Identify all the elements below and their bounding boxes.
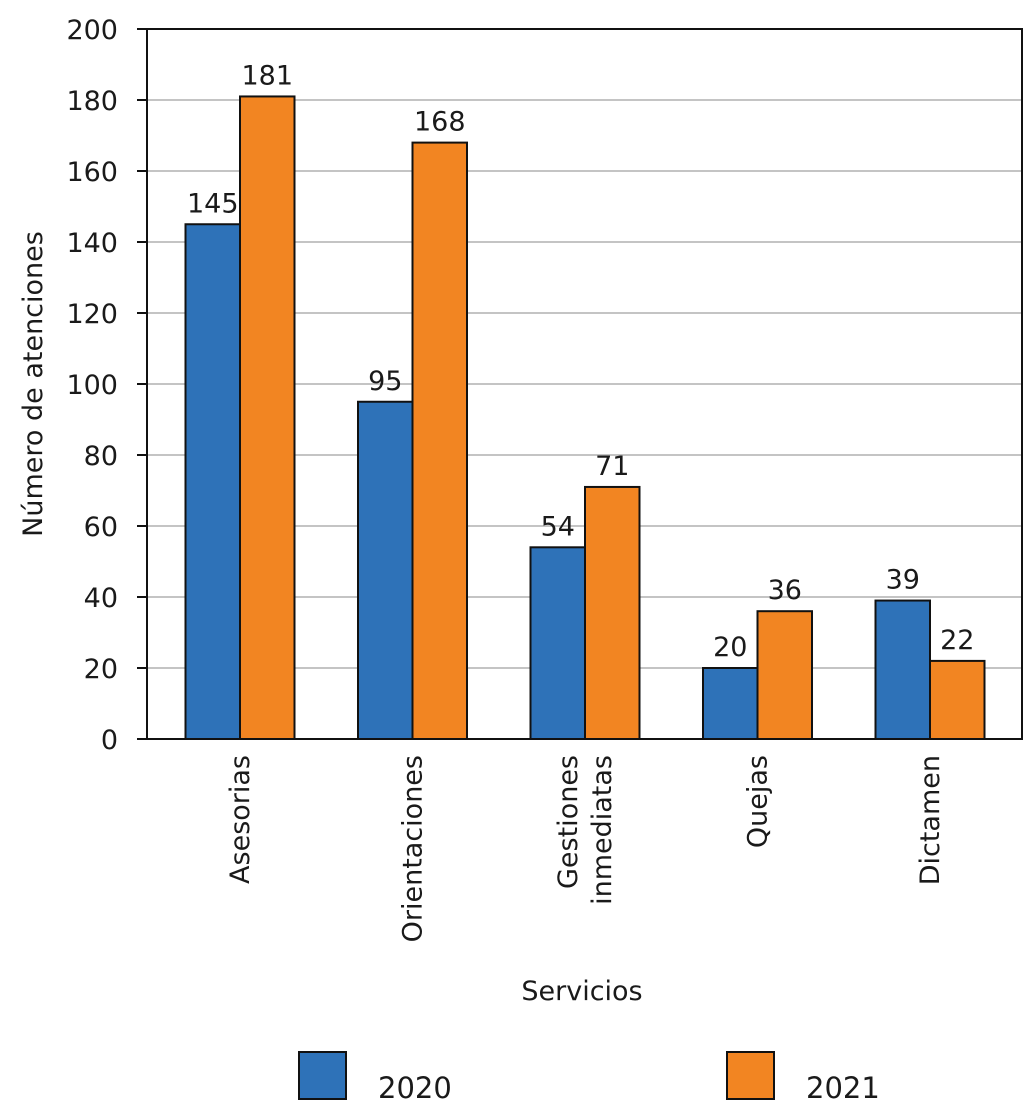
x-tick-label: Gestiones inmediatas [553, 755, 618, 905]
data-label: 95 [368, 366, 402, 397]
data-label: 36 [768, 575, 802, 606]
y-axis-label: Número de atenciones [18, 231, 49, 537]
data-label: 168 [414, 107, 466, 138]
legend-label: 2020 [378, 1071, 452, 1105]
bar-2020 [702, 667, 759, 740]
data-label: 181 [241, 60, 293, 91]
bar-2021 [584, 485, 641, 741]
x-axis-label: Servicios [521, 976, 642, 1007]
data-label: 22 [940, 625, 974, 656]
y-tick-label: 140 [66, 228, 118, 259]
x-tick-label: Dictamen [915, 755, 946, 885]
legend-label: 2021 [806, 1071, 880, 1105]
bar-2020 [529, 546, 586, 740]
bar-2021 [239, 95, 296, 740]
y-tick-label: 200 [66, 15, 118, 46]
x-tick-label: Orientaciones [398, 755, 429, 942]
y-tick-label: 0 [101, 725, 118, 756]
x-tick-label-line: Orientaciones [398, 755, 429, 942]
data-labels: 145 181 95 168 54 71 20 36 39 22 [187, 60, 974, 663]
y-tick-label: 180 [66, 86, 118, 117]
x-tick-label: Asesorias [225, 755, 256, 884]
x-tick-label: Quejas [743, 755, 774, 848]
legend-swatch-2020 [298, 1051, 347, 1100]
y-tick-label: 100 [66, 370, 118, 401]
data-label: 71 [595, 451, 629, 482]
y-tick-label: 20 [84, 654, 118, 685]
x-tick-label-line: Quejas [743, 755, 774, 848]
y-tick-label: 80 [84, 441, 118, 472]
y-axis-ticks: 0 20 40 60 80 100 120 140 160 180 200 [66, 15, 147, 756]
bar-2021 [756, 610, 813, 741]
bar-2021 [929, 659, 986, 741]
bar-2021 [411, 141, 468, 741]
x-tick-label-line: Asesorias [225, 755, 256, 884]
y-tick-label: 160 [66, 157, 118, 188]
bars [184, 95, 986, 741]
y-tick-label: 40 [84, 583, 118, 614]
data-label: 20 [713, 632, 747, 663]
legend-swatch-2021 [726, 1051, 775, 1100]
bar-2020 [874, 599, 931, 740]
data-label: 54 [541, 511, 575, 542]
legend: 2020 2021 [298, 1051, 880, 1105]
data-label: 145 [187, 188, 239, 219]
x-tick-label-line: Gestiones [553, 755, 584, 889]
x-axis-ticks: Asesorias Orientaciones Gestiones inmediata… [225, 755, 946, 942]
y-tick-label: 60 [84, 512, 118, 543]
y-tick-label: 120 [66, 299, 118, 330]
bar-2020 [184, 223, 241, 740]
bar-2020 [357, 400, 414, 740]
x-tick-label-line: inmediatas [587, 755, 618, 905]
x-tick-label-line: Dictamen [915, 755, 946, 885]
data-label: 39 [886, 565, 920, 596]
